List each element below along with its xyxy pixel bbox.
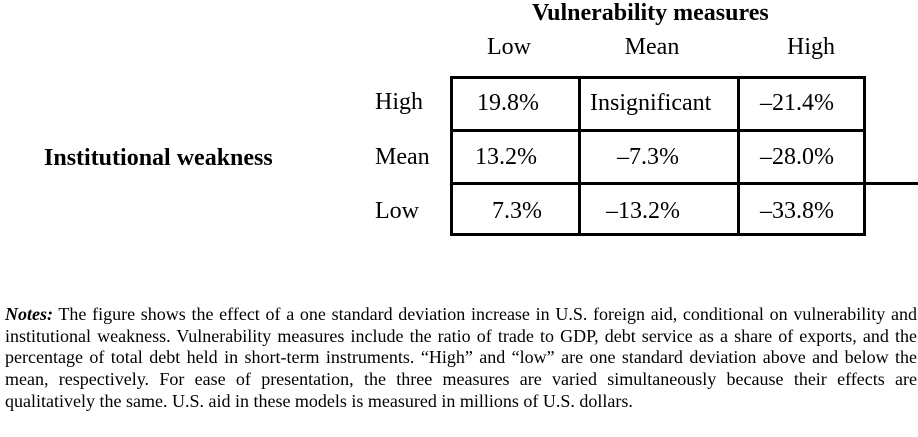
column-header-low: Low [487,34,531,60]
grid-line [737,76,740,236]
cell-high-low: 19.8% [477,90,539,116]
grid-line [450,233,866,236]
notes-label: Notes: [5,304,53,324]
cell-low-low: 7.3% [492,198,542,224]
grid-line [450,76,866,79]
grid-line [450,129,866,132]
row-header-low: Low [375,198,419,224]
cell-mean-mean: –7.3% [617,144,679,170]
cell-high-high: –21.4% [760,90,834,116]
column-header-mean: Mean [624,34,680,60]
row-header-high: High [375,89,423,115]
column-header-high: High [787,34,835,60]
grid-line [450,182,918,185]
institutional-weakness-title: Institutional weakness [44,145,273,171]
grid-line [578,76,581,236]
results-grid: 19.8% Insignificant –21.4% 13.2% –7.3% –… [450,76,918,236]
figure-notes: Notes: The figure shows the effect of a … [5,304,917,413]
grid-line [450,76,453,236]
cell-mean-low: 13.2% [475,144,537,170]
cell-mean-high: –28.0% [760,144,834,170]
grid-line [863,76,866,236]
vulnerability-measures-title: Vulnerability measures [532,0,769,26]
cell-high-mean: Insignificant [590,90,712,116]
cell-low-high: –33.8% [760,198,834,224]
row-header-mean: Mean [375,144,430,170]
cell-low-mean: –13.2% [606,198,680,224]
notes-text: The figure shows the effect of a one sta… [5,304,917,411]
